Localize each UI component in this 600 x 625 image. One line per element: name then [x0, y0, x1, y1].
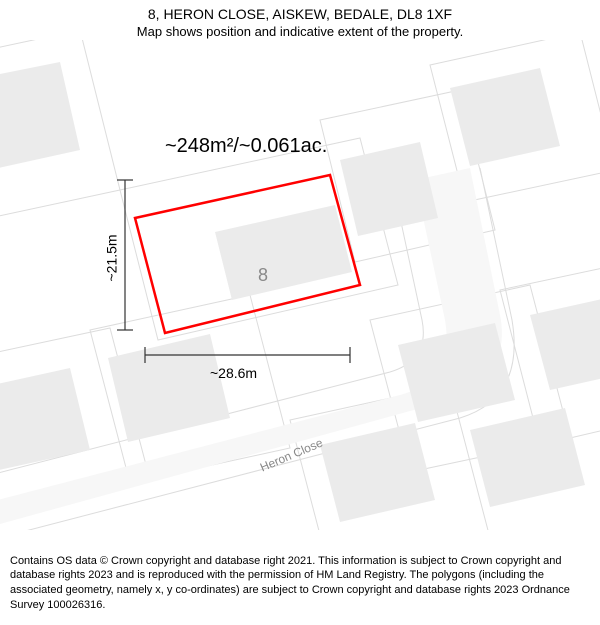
header: 8, HERON CLOSE, AISKEW, BEDALE, DL8 1XF … [0, 0, 600, 43]
vertical-dimension: ~21.5m [104, 234, 120, 281]
area-label: ~248m²/~0.061ac. [165, 135, 327, 158]
footer-copyright: Contains OS data © Crown copyright and d… [0, 548, 600, 625]
address-line: 8, HERON CLOSE, AISKEW, BEDALE, DL8 1XF [10, 6, 590, 22]
subtitle-line: Map shows position and indicative extent… [10, 24, 590, 39]
plot-number: 8 [258, 265, 268, 286]
map-area: ~248m²/~0.061ac. ~21.5m ~28.6m 8 Heron C… [0, 40, 600, 530]
horizontal-dimension: ~28.6m [210, 365, 257, 381]
